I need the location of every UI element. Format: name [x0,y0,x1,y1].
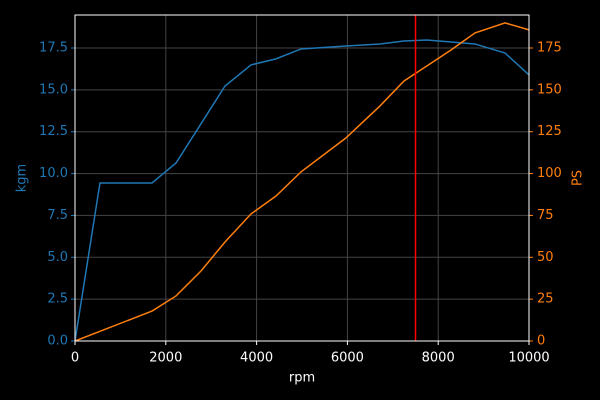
y-tick-label: 12.5 [39,124,68,139]
y-tick-label: 2.5 [47,292,68,307]
y2-tick-label: 100 [537,166,562,181]
y-tick-label: 15.0 [39,82,68,97]
x-tick-label: 6000 [331,351,364,366]
x-tick-label: 8000 [422,351,455,366]
y-axis-label: kgm [15,164,30,192]
y-tick-label: 10.0 [39,166,68,181]
y2-tick-label: 175 [537,40,562,55]
y-tick-label: 5.0 [47,250,68,265]
y2-tick-label: 150 [537,82,562,97]
x-tick-label: 10000 [508,351,549,366]
data-line [74,22,530,342]
y2-tick-label: 25 [537,292,554,307]
y2-tick-label: 50 [537,250,554,265]
y2-tick-label: 0 [537,334,545,349]
y-tick-label: 17.5 [39,40,68,55]
y-tick-label: 7.5 [47,208,68,223]
x-tick-label: 2000 [149,351,182,366]
data-line [74,39,530,342]
plot-frame [74,14,530,342]
x-tick-label: 0 [71,351,79,366]
x-tick-label: 4000 [240,351,273,366]
y2-axis-label: PS [571,170,586,186]
y2-tick-label: 125 [537,124,562,139]
y2-tick-label: 75 [537,208,554,223]
x-axis-label: rpm [289,371,315,386]
y-tick-label: 0.0 [47,334,68,349]
